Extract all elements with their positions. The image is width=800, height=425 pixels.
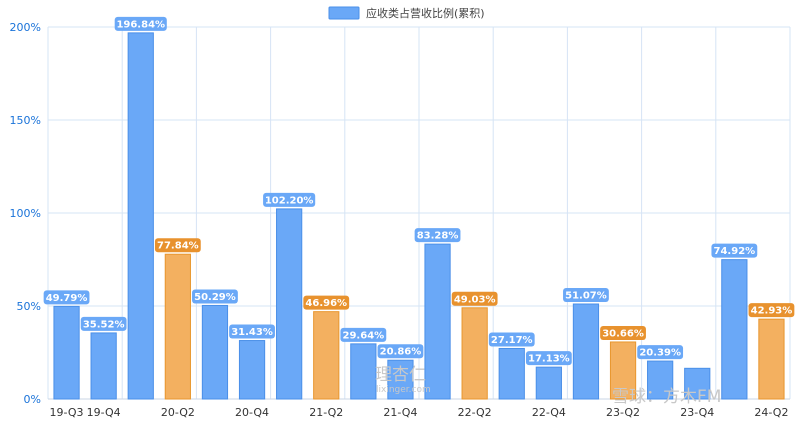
x-tick-label: 20-Q4 xyxy=(235,406,269,419)
data-label-bg xyxy=(229,324,275,339)
bar-19-Q3[interactable] xyxy=(53,305,80,400)
y-axis: 0% 50% 100% 150% 200% xyxy=(10,21,41,406)
data-label: 35.52% xyxy=(83,319,125,330)
watermark-center-url: lixinger.com xyxy=(376,385,431,395)
data-label-bg xyxy=(748,303,795,318)
data-label-bg xyxy=(114,16,167,31)
x-axis: 19-Q3 19-Q4 20-Q2 20-Q4 21-Q2 21-Q4 22-Q2 22-Q4… xyxy=(50,406,789,419)
bar-23-Q2[interactable] xyxy=(609,341,637,400)
data-label-bg xyxy=(154,238,201,253)
data-label-bg xyxy=(711,243,758,258)
bar-22-Q1[interactable] xyxy=(424,243,451,400)
data-label-bg xyxy=(488,332,535,347)
data-label-bg xyxy=(192,289,238,304)
data-label-bg xyxy=(637,345,684,360)
data-label: 83.28% xyxy=(417,231,459,242)
y-tick-label: 150% xyxy=(10,114,41,127)
x-tick-label: 22-Q2 xyxy=(458,406,492,419)
bar-21-Q3[interactable] xyxy=(350,343,377,400)
data-label: 30.66% xyxy=(602,328,644,339)
data-label: 49.03% xyxy=(454,294,496,305)
legend[interactable]: 应收类占营收比例(累积) xyxy=(328,6,485,20)
data-label: 31.43% xyxy=(231,327,273,338)
x-tick-label: 22-Q4 xyxy=(532,406,566,419)
data-label: 74.92% xyxy=(714,246,756,257)
bar-20-Q3[interactable] xyxy=(201,304,229,400)
data-label: 20.39% xyxy=(639,348,681,359)
legend-label: 应收类占营收比例(累积) xyxy=(366,6,485,20)
bar-23-Q1[interactable] xyxy=(572,303,600,400)
data-label: 77.84% xyxy=(157,241,199,252)
y-tick-label: 50% xyxy=(17,300,41,313)
bar-22-Q2[interactable] xyxy=(461,307,488,400)
x-tick-label: 24-Q2 xyxy=(754,406,788,419)
x-tick-label: 20-Q2 xyxy=(161,406,195,419)
data-label: 17.13% xyxy=(528,354,570,365)
grid xyxy=(47,26,791,400)
data-label-bg xyxy=(377,344,424,359)
bar-20-Q2[interactable] xyxy=(164,253,191,400)
x-tick-label: 21-Q4 xyxy=(383,406,417,419)
x-tick-label: 23-Q2 xyxy=(606,406,640,419)
data-label: 46.96% xyxy=(305,298,347,309)
data-label-bg xyxy=(414,228,461,243)
bar-21-Q2[interactable] xyxy=(313,311,340,400)
legend-swatch xyxy=(328,6,360,20)
bar-23-Q3[interactable] xyxy=(647,360,674,400)
data-label-bg xyxy=(451,291,498,306)
data-label-bg xyxy=(303,295,350,310)
x-tick-label: 23-Q4 xyxy=(680,406,714,419)
y-tick-label: 100% xyxy=(10,207,41,220)
bar-22-Q4[interactable] xyxy=(535,366,562,400)
data-label-bg xyxy=(600,325,646,340)
data-label: 29.64% xyxy=(343,330,385,341)
y-tick-label: 0% xyxy=(24,393,41,406)
data-label-bg xyxy=(263,192,316,207)
data-label: 20.86% xyxy=(380,347,422,358)
y-tick-label: 200% xyxy=(10,21,41,34)
data-labels: 49.79% 35.52% 196.84% 77.84% 50.29% 31.43% 102… xyxy=(43,16,795,366)
data-label: 51.07% xyxy=(565,291,607,302)
x-tick-label: 19-Q3 xyxy=(50,406,84,419)
bar-19-Q4[interactable] xyxy=(90,332,117,400)
data-label: 49.79% xyxy=(46,293,88,304)
x-tick-label: 19-Q4 xyxy=(87,406,121,419)
data-label: 102.20% xyxy=(265,195,314,206)
bar-24-Q2[interactable] xyxy=(758,318,785,400)
watermark-bottom-right: 雪球：方木FM xyxy=(612,387,721,407)
bar-20-Q4[interactable] xyxy=(238,340,266,400)
data-label: 27.17% xyxy=(491,335,533,346)
data-label-bg xyxy=(43,290,90,305)
bar-22-Q3[interactable] xyxy=(498,347,525,400)
data-label: 50.29% xyxy=(194,292,236,303)
bar-21-Q4[interactable] xyxy=(387,359,414,400)
data-label-bg xyxy=(340,327,387,342)
x-tick-label: 21-Q2 xyxy=(309,406,343,419)
data-label-bg xyxy=(563,288,609,303)
bars xyxy=(53,32,785,400)
data-label-bg xyxy=(525,351,572,366)
bar-23-Q4[interactable] xyxy=(684,367,711,400)
data-label: 42.93% xyxy=(751,306,793,317)
data-label-bg xyxy=(80,316,127,331)
bar-21-Q1[interactable] xyxy=(276,208,303,400)
data-label: 196.84% xyxy=(116,19,165,30)
bar-20-Q1[interactable] xyxy=(127,32,154,400)
bar-24-Q1[interactable] xyxy=(721,259,748,400)
watermark-center: 理杏仁 xyxy=(375,365,426,385)
watermarks: 理杏仁 lixinger.com 雪球：方木FM xyxy=(375,365,721,407)
